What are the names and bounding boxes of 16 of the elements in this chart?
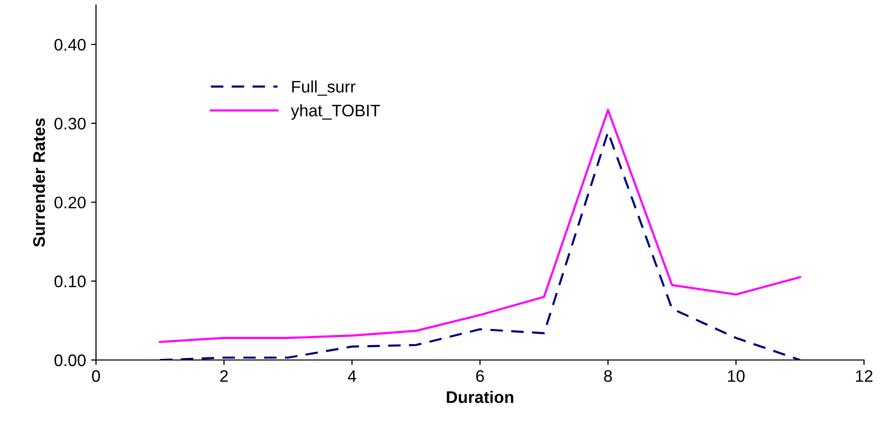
- x-tick-label: 6: [476, 370, 484, 382]
- legend-label: yhat_TOBIT: [290, 104, 380, 120]
- x-tick-label: 4: [348, 370, 356, 382]
- x-tick-label: 12: [856, 370, 872, 382]
- x-axis-title: Duration: [446, 390, 514, 404]
- x-tick-label: 8: [604, 370, 612, 382]
- y-tick-label: 0.40: [54, 38, 86, 51]
- y-tick-label: 0.20: [54, 196, 86, 208]
- x-tick-label: 0: [92, 370, 100, 382]
- y-tick-label: 0.00: [54, 354, 86, 366]
- legend-label: Full_surr: [292, 80, 356, 96]
- y-tick-label: 0.10: [54, 276, 86, 288]
- y-tick-label: 0.30: [54, 118, 86, 130]
- x-tick-label: 2: [220, 370, 228, 382]
- x-tick-label: 10: [728, 370, 745, 382]
- y-axis-title: Surrender Rates: [32, 118, 45, 247]
